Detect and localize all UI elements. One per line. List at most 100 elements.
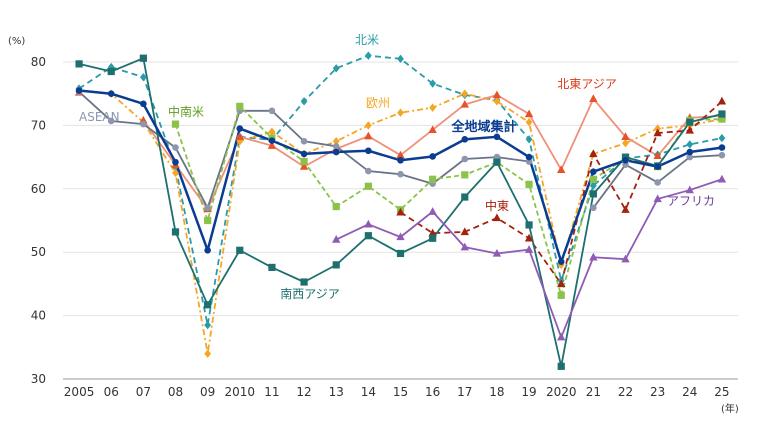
x-tick-label: 14: [361, 385, 376, 399]
data-point: [460, 242, 469, 251]
data-point: [524, 233, 534, 242]
data-point: [621, 132, 630, 141]
data-point: [589, 181, 597, 190]
data-point: [493, 133, 501, 141]
data-point: [332, 137, 340, 146]
data-point: [461, 136, 469, 143]
data-point: [75, 60, 83, 68]
data-point: [717, 96, 727, 105]
data-point: [300, 97, 308, 106]
data-point: [268, 127, 276, 136]
data-point: [686, 153, 694, 161]
y-axis-unit: (%): [8, 36, 25, 47]
data-point: [139, 73, 147, 82]
data-point: [204, 301, 212, 309]
data-point: [622, 138, 629, 148]
x-tick-label: 22: [618, 385, 633, 399]
x-tick-label: 18: [489, 385, 504, 399]
data-point: [429, 234, 437, 242]
data-point: [172, 144, 179, 151]
data-point: [460, 99, 469, 108]
data-point: [589, 149, 598, 158]
data-point: [364, 131, 373, 140]
data-point: [557, 279, 566, 288]
data-point: [139, 54, 147, 62]
data-point: [332, 64, 340, 73]
x-tick-label: 25: [714, 385, 729, 399]
data-point: [397, 170, 404, 178]
y-tick-label: 80: [31, 55, 46, 69]
series-line: [78, 89, 723, 355]
data-point: [492, 248, 502, 257]
data-point: [492, 90, 502, 99]
data-point: [429, 103, 437, 112]
data-point: [300, 150, 308, 158]
series-line: [400, 100, 723, 285]
x-tick-label: 12: [296, 385, 311, 399]
data-point: [300, 137, 308, 145]
data-point: [300, 278, 308, 286]
data-point: [268, 137, 276, 144]
data-point: [686, 148, 694, 156]
data-point: [557, 362, 565, 370]
series-name-label: 北米: [355, 33, 379, 47]
x-tick-label: 2010: [225, 385, 256, 399]
data-point: [397, 108, 404, 117]
y-tick-label: 70: [31, 118, 46, 132]
data-point: [461, 193, 469, 201]
data-point: [75, 87, 83, 94]
data-point: [461, 89, 469, 98]
data-point: [654, 163, 661, 170]
data-point: [589, 94, 598, 102]
data-point: [396, 232, 405, 241]
series-line: [78, 54, 723, 327]
data-point: [268, 263, 276, 272]
data-point: [300, 157, 308, 166]
data-point: [524, 109, 534, 118]
data-point: [140, 120, 147, 128]
data-point: [718, 151, 726, 159]
data-point: [268, 107, 276, 115]
data-point: [428, 207, 437, 215]
x-tick-label: 15: [393, 385, 408, 399]
data-point: [718, 133, 726, 143]
series-name-label: 全地域集計: [450, 119, 516, 135]
data-point: [204, 216, 212, 225]
series-markers: [74, 51, 727, 370]
data-point: [397, 156, 404, 164]
x-tick-label: 17: [457, 385, 472, 399]
data-point: [524, 245, 534, 253]
data-point: [557, 258, 565, 266]
data-point: [429, 153, 436, 160]
x-tick-label: 2020: [546, 385, 577, 399]
x-tick-label: 11: [264, 385, 279, 399]
data-point: [461, 155, 469, 163]
series-name-label: 南西アジア: [280, 286, 340, 301]
x-tick-label: 23: [650, 385, 665, 399]
data-point: [332, 148, 340, 156]
series-name-label: ASEAN: [79, 110, 120, 124]
data-point: [557, 165, 566, 173]
data-point: [397, 54, 404, 64]
data-point: [525, 180, 533, 188]
data-point: [236, 125, 244, 132]
data-point: [428, 228, 437, 237]
x-tick-label: 08: [168, 385, 183, 399]
data-point: [235, 132, 244, 141]
y-tick-label: 30: [31, 372, 46, 386]
data-point: [172, 168, 179, 178]
data-point: [396, 150, 405, 159]
data-point: [718, 115, 726, 123]
x-tick-label: 16: [425, 385, 440, 399]
data-point: [204, 349, 212, 358]
data-point: [525, 153, 533, 161]
data-point: [525, 221, 533, 229]
data-point: [204, 204, 211, 212]
series-name-label: 中東: [485, 198, 509, 213]
data-point: [717, 174, 727, 183]
data-point: [686, 140, 694, 149]
data-point: [107, 62, 115, 72]
